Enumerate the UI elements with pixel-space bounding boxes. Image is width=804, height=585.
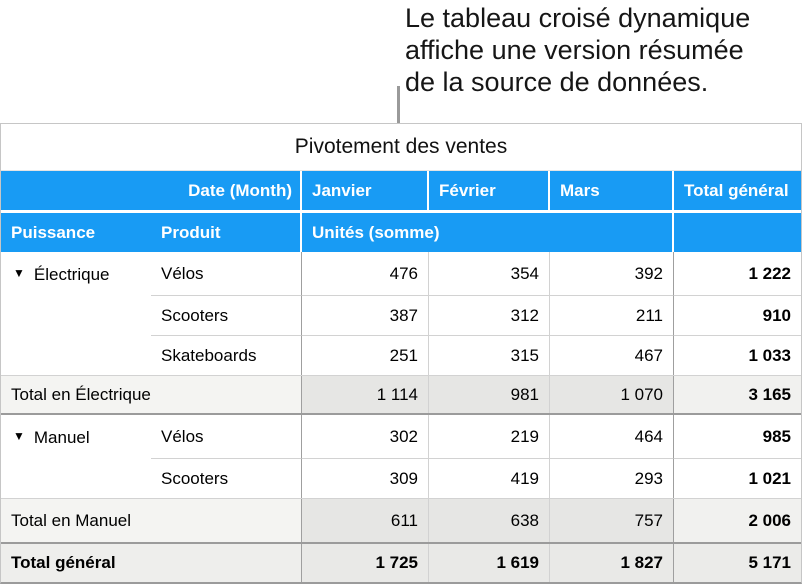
value-cell[interactable]: 309 bbox=[301, 458, 428, 498]
row-total-cell[interactable]: 1 222 bbox=[673, 252, 801, 295]
product-cell[interactable]: Scooters bbox=[151, 295, 301, 335]
header-puissance-produit[interactable]: Puissance Produit bbox=[1, 213, 300, 252]
value-cell[interactable]: 302 bbox=[301, 415, 428, 458]
annotation-line: affiche une version résumée bbox=[405, 35, 744, 65]
row-total-cell[interactable]: 1 021 bbox=[673, 458, 801, 498]
callout-connector-line bbox=[397, 86, 400, 123]
value-cell[interactable]: 464 bbox=[549, 415, 673, 458]
grand-total-value-cell[interactable]: 1 725 bbox=[301, 544, 428, 582]
header-mars[interactable]: Mars bbox=[550, 171, 672, 210]
group-cell[interactable]: ▼ Électrique bbox=[1, 252, 151, 375]
header-empty-cell[interactable] bbox=[674, 213, 801, 252]
header-produit: Produit bbox=[161, 222, 221, 242]
annotation-text: Le tableau croisé dynamique affiche une … bbox=[405, 2, 750, 98]
group-label: Électrique bbox=[33, 265, 110, 284]
header-puissance: Puissance bbox=[11, 222, 96, 242]
grand-total-label[interactable]: Total général bbox=[11, 553, 116, 572]
header-janvier[interactable]: Janvier bbox=[302, 171, 427, 210]
value-cell[interactable]: 211 bbox=[549, 295, 673, 335]
subtotal-label[interactable]: Total en Manuel bbox=[11, 510, 132, 530]
value-cell[interactable]: 387 bbox=[301, 295, 428, 335]
pivot-table: Pivotement des ventes Date (Month) Janvi… bbox=[0, 123, 802, 584]
annotation-line: Le tableau croisé dynamique bbox=[405, 3, 751, 33]
row-total-cell[interactable]: 985 bbox=[673, 415, 801, 458]
value-cell[interactable]: 419 bbox=[428, 458, 549, 498]
annotation-line: de la source de données. bbox=[405, 67, 709, 97]
grand-total-value-cell[interactable]: 1 827 bbox=[549, 544, 673, 582]
grand-total-row: Total général 1 725 1 619 1 827 5 171 bbox=[1, 544, 801, 582]
value-cell[interactable]: 312 bbox=[428, 295, 549, 335]
group-cell[interactable]: ▼ Manuel bbox=[1, 415, 151, 498]
header-fevrier[interactable]: Février bbox=[429, 171, 548, 210]
value-cell[interactable]: 467 bbox=[549, 335, 673, 375]
row-total-cell[interactable]: 1 033 bbox=[673, 335, 801, 375]
subtotal-row: Total en Manuel 611 638 757 2 006 bbox=[1, 498, 801, 544]
product-group: ▼ Électrique Vélos 476 354 392 1 222 Scooters 38… bbox=[1, 252, 801, 375]
value-cell[interactable]: 354 bbox=[428, 252, 549, 295]
subtotal-value-cell[interactable]: 1 070 bbox=[549, 376, 673, 413]
subtotal-value-cell[interactable]: 1 114 bbox=[301, 376, 428, 413]
subtotal-total-cell[interactable]: 2 006 bbox=[673, 499, 801, 542]
product-cell[interactable]: Vélos bbox=[161, 426, 204, 446]
triangle-down-icon[interactable]: ▼ bbox=[13, 266, 25, 280]
subtotal-label[interactable]: Total en Électrique bbox=[11, 384, 151, 404]
subtotal-value-cell[interactable]: 611 bbox=[301, 499, 428, 542]
product-cell[interactable]: Scooters bbox=[151, 458, 301, 498]
table-title[interactable]: Pivotement des ventes bbox=[1, 124, 801, 171]
value-cell[interactable]: 293 bbox=[549, 458, 673, 498]
header-date-month[interactable]: Date (Month) bbox=[1, 171, 300, 210]
value-cell[interactable]: 392 bbox=[549, 252, 673, 295]
product-cell[interactable]: Vélos bbox=[161, 263, 204, 283]
product-group: ▼ Manuel Vélos 302 219 464 985 Scooters 309 419 29… bbox=[1, 415, 801, 498]
value-cell[interactable]: 315 bbox=[428, 335, 549, 375]
column-header-row: Date (Month) Janvier Février Mars Total … bbox=[1, 171, 801, 210]
value-cell[interactable]: 251 bbox=[301, 335, 428, 375]
table-body: ▼ Électrique Vélos 476 354 392 1 222 Scooters 38… bbox=[1, 252, 801, 582]
value-cell[interactable]: 476 bbox=[301, 252, 428, 295]
field-header-row: Puissance Produit Unités (somme) bbox=[1, 213, 801, 252]
subtotal-total-cell[interactable]: 3 165 bbox=[673, 376, 801, 413]
product-cell[interactable]: Skateboards bbox=[151, 335, 301, 375]
subtotal-row: Total en Électrique 1 114 981 1 070 3 165 bbox=[1, 375, 801, 415]
triangle-down-icon[interactable]: ▼ bbox=[13, 429, 25, 443]
row-total-cell[interactable]: 910 bbox=[673, 295, 801, 335]
subtotal-value-cell[interactable]: 981 bbox=[428, 376, 549, 413]
group-label: Manuel bbox=[33, 428, 90, 447]
header-unites-somme[interactable]: Unités (somme) bbox=[302, 213, 672, 252]
grand-total-value-cell[interactable]: 1 619 bbox=[428, 544, 549, 582]
value-cell[interactable]: 219 bbox=[428, 415, 549, 458]
grand-total-sum-cell[interactable]: 5 171 bbox=[673, 544, 801, 582]
subtotal-value-cell[interactable]: 757 bbox=[549, 499, 673, 542]
subtotal-value-cell[interactable]: 638 bbox=[428, 499, 549, 542]
header-total-general[interactable]: Total général bbox=[674, 171, 801, 210]
